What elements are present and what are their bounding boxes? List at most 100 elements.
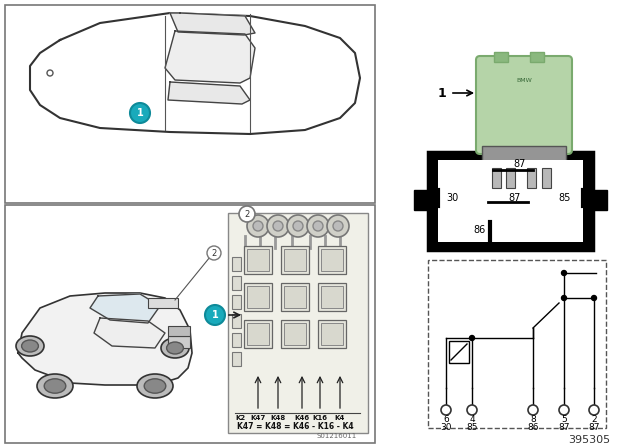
- Text: K46: K46: [294, 415, 310, 421]
- Bar: [168, 336, 190, 348]
- Circle shape: [247, 215, 269, 237]
- Ellipse shape: [144, 379, 166, 393]
- Text: BMW: BMW: [516, 78, 532, 82]
- Bar: [247, 249, 269, 271]
- Text: 395305: 395305: [568, 435, 610, 445]
- Ellipse shape: [22, 340, 38, 352]
- Ellipse shape: [37, 374, 73, 398]
- Bar: [527, 168, 536, 188]
- Text: 1: 1: [212, 310, 218, 320]
- Text: S01216011: S01216011: [317, 433, 357, 439]
- Text: 86: 86: [527, 422, 539, 431]
- Bar: [428, 152, 593, 250]
- Ellipse shape: [16, 336, 44, 356]
- Bar: [232, 276, 241, 290]
- Bar: [321, 249, 343, 271]
- Bar: [438, 160, 583, 242]
- Bar: [232, 257, 241, 271]
- Circle shape: [307, 215, 329, 237]
- Bar: [5, 205, 375, 443]
- Circle shape: [207, 246, 221, 260]
- Circle shape: [589, 405, 599, 415]
- Polygon shape: [18, 293, 192, 385]
- Circle shape: [561, 271, 566, 276]
- Bar: [228, 213, 368, 433]
- Bar: [5, 5, 375, 203]
- Bar: [318, 246, 346, 274]
- Bar: [321, 286, 343, 308]
- Circle shape: [267, 215, 289, 237]
- Text: 5: 5: [561, 414, 567, 423]
- Circle shape: [441, 405, 451, 415]
- Text: 8: 8: [530, 414, 536, 423]
- Bar: [244, 320, 272, 348]
- Text: 6: 6: [443, 414, 449, 423]
- Bar: [449, 341, 469, 363]
- Text: 2: 2: [591, 414, 597, 423]
- Polygon shape: [90, 294, 160, 323]
- Circle shape: [591, 296, 596, 301]
- Bar: [232, 333, 241, 347]
- Circle shape: [205, 305, 225, 325]
- Circle shape: [253, 221, 263, 231]
- Text: 87: 87: [558, 422, 570, 431]
- Bar: [414, 190, 430, 210]
- Polygon shape: [165, 31, 255, 83]
- Ellipse shape: [161, 338, 189, 358]
- Text: 87: 87: [509, 193, 521, 203]
- Bar: [318, 283, 346, 311]
- Bar: [148, 298, 178, 308]
- Text: 85: 85: [559, 193, 571, 203]
- Polygon shape: [170, 13, 255, 35]
- Text: 1: 1: [136, 108, 143, 118]
- Bar: [530, 52, 544, 62]
- Polygon shape: [30, 13, 360, 134]
- Circle shape: [333, 221, 343, 231]
- Circle shape: [327, 215, 349, 237]
- Bar: [482, 146, 566, 172]
- Bar: [494, 52, 508, 62]
- Circle shape: [313, 221, 323, 231]
- Bar: [284, 249, 306, 271]
- Circle shape: [470, 336, 474, 340]
- Polygon shape: [94, 318, 165, 348]
- Circle shape: [130, 103, 150, 123]
- Bar: [321, 323, 343, 345]
- Text: 30: 30: [440, 422, 452, 431]
- Text: K47 = K48 = K46 - K16 - K4: K47 = K48 = K46 - K16 - K4: [237, 422, 353, 431]
- Circle shape: [467, 405, 477, 415]
- Circle shape: [287, 215, 309, 237]
- Bar: [232, 295, 241, 309]
- Circle shape: [561, 296, 566, 301]
- Bar: [281, 320, 309, 348]
- Circle shape: [559, 405, 569, 415]
- Bar: [232, 314, 241, 328]
- Bar: [232, 352, 241, 366]
- Text: 86: 86: [474, 225, 486, 235]
- Text: 85: 85: [467, 422, 477, 431]
- Text: 2: 2: [244, 210, 250, 219]
- Ellipse shape: [137, 374, 173, 398]
- Bar: [428, 260, 606, 428]
- Circle shape: [528, 405, 538, 415]
- Circle shape: [293, 221, 303, 231]
- FancyBboxPatch shape: [476, 56, 572, 154]
- Bar: [247, 286, 269, 308]
- Bar: [244, 283, 272, 311]
- Text: K2: K2: [235, 415, 245, 421]
- Circle shape: [273, 221, 283, 231]
- Bar: [318, 320, 346, 348]
- Text: 1: 1: [438, 86, 446, 99]
- Ellipse shape: [166, 342, 184, 354]
- Bar: [168, 326, 190, 336]
- Bar: [244, 246, 272, 274]
- Bar: [281, 283, 309, 311]
- Bar: [542, 168, 551, 188]
- Bar: [506, 168, 515, 188]
- Text: K47: K47: [250, 415, 266, 421]
- Text: 2: 2: [211, 249, 216, 258]
- Bar: [284, 286, 306, 308]
- Circle shape: [47, 70, 53, 76]
- Text: K4: K4: [335, 415, 345, 421]
- Text: K48: K48: [270, 415, 285, 421]
